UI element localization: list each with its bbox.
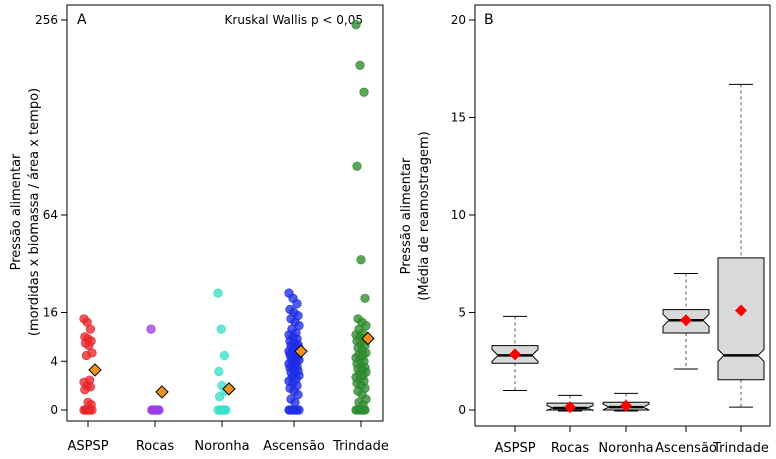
panel-a-data-point [148,405,158,415]
panel-a-mean-marker [361,331,375,346]
panel-a-points [79,19,371,415]
panel-b-mean-marker [564,401,576,414]
panel-a-data-point [82,405,92,415]
panel-a-ylabel: Pressão alimentar [9,153,24,270]
panel-a-data-point [292,299,302,309]
panel-b-category-label: Trindade [712,441,769,456]
panel-b-mean-marker [680,314,692,327]
panel-a-category-label: ASPSP [67,439,108,454]
panel-a-data-point [81,350,91,361]
panel-a-mean-marker [294,344,308,359]
panel-b-y-tick-label: 10 [451,208,466,222]
panel-a-mean-marker [88,363,102,377]
panel-a-data-point [216,324,226,334]
panel-a-category-label: Trindade [332,439,389,454]
panel-b-y-tick-label: 0 [458,403,466,417]
panel-b-y-tick-label: 5 [458,306,466,320]
panel-a-data-point [213,288,223,298]
panel-a-means [88,331,375,399]
panel-b-ylabel: Pressão alimentar [399,157,414,274]
panel-a-data-point [146,324,156,334]
panel-a-data-point [360,293,370,303]
panel-a-y-tick-label: 16 [43,306,58,320]
panel-b-y-tick-label: 20 [451,13,466,27]
panel-a-data-point [355,60,365,70]
panel-a-y-tick-label: 256 [35,13,58,27]
panel-b-y-axis: 0 5 10 15 20 [451,13,476,417]
panel-a-data-point [85,324,95,334]
panel-a-category-label: Noronha [194,439,249,454]
panel-a-data-point [215,392,225,402]
panel-b-mean-marker [735,304,747,317]
panel-a-data-point [285,405,295,415]
panel-b-boxes [491,83,765,414]
panel-a-data-point [290,397,300,407]
panel-b-category-label: Rocas [551,441,590,456]
panel-b-label: B [484,12,494,28]
panel-a-data-point [219,405,229,415]
panel-a-y-tick-label: 0 [50,403,58,417]
panel-b-mean-marker [620,399,632,412]
panel-a-data-point [214,366,224,377]
panel-b-ylabel-2: (Média de reamostragem) [417,131,432,300]
panel-a-data-point [352,161,362,171]
panel-b-category-label: ASPSP [494,441,535,456]
panel-a-data-point [360,405,370,415]
panel-b: B Pressão alimentar (Média de reamostrag… [399,4,771,456]
panel-b-box [717,257,765,381]
panel-b-category-label: Noronha [598,441,653,456]
panel-a-data-point [80,385,90,395]
panel-a-category-label: Rocas [136,439,175,454]
panel-b-mean-marker [509,348,521,361]
panel-a-data-point [356,255,366,265]
panel-a-mean-marker [222,382,236,396]
panel-a-category-label: Ascensão [263,439,325,454]
panel-a-y-tick-label: 64 [43,208,58,222]
panel-a-ylabel-2: (mordidas x biomassa / área x tempo) [27,88,42,336]
panel-a: A Kruskal Wallis p < 0,05 Pressão alimen… [9,4,389,454]
panel-a-mean-marker [155,385,169,399]
panel-a-label: A [77,12,87,28]
panel-b-category-label: Ascensão [655,441,717,456]
panel-a-data-point [351,19,361,30]
panel-a-x-axis: ASPSP Rocas Noronha Ascensão Trindade [67,421,389,454]
panel-a-data-point [219,350,229,361]
panel-a-data-point [359,87,369,97]
panel-a-annotation: Kruskal Wallis p < 0,05 [225,13,363,27]
panel-b-y-tick-label: 15 [451,111,466,125]
panel-a-y-axis: 0 4 16 64 256 [35,13,68,417]
panel-a-y-tick-label: 4 [50,354,58,368]
